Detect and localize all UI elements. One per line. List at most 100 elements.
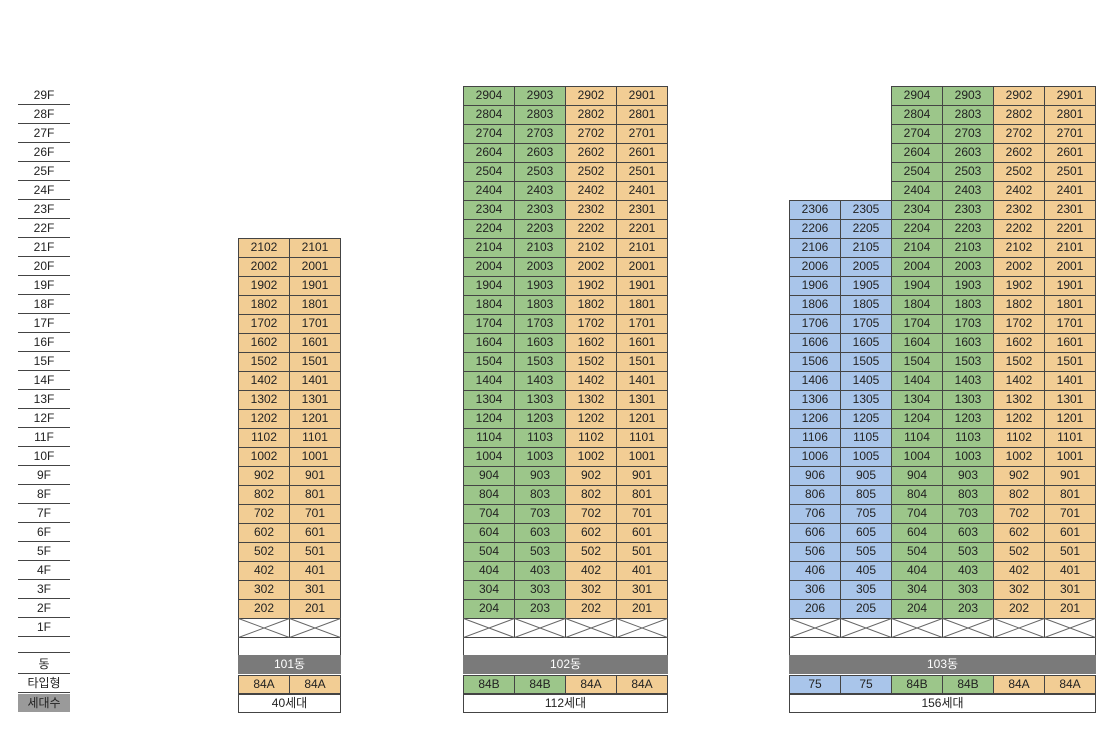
- unit-cell: 801: [289, 485, 341, 505]
- unit-cell: 2601: [616, 143, 668, 163]
- unit-cell: 2701: [1044, 124, 1096, 144]
- unit-cell: 1104: [463, 428, 515, 448]
- unit-cell: 2203: [514, 219, 566, 239]
- unit-cell: 2504: [891, 162, 943, 182]
- unit-cell: 1606: [789, 333, 841, 353]
- unit-cell: 806: [789, 485, 841, 505]
- unit-cell: 801: [1044, 485, 1096, 505]
- unit-cell: 404: [891, 561, 943, 581]
- unit-type-cell: 84B: [891, 675, 943, 694]
- unit-cell: 202: [238, 599, 290, 619]
- unit-cell: 2304: [891, 200, 943, 220]
- unit-type-cell: 75: [789, 675, 841, 694]
- unit-cell: 2103: [514, 238, 566, 258]
- pilotis-cross: [565, 618, 617, 638]
- floor-label: 13F: [18, 390, 70, 409]
- unit-cell: 502: [238, 542, 290, 562]
- unit-cell: 1803: [942, 295, 994, 315]
- unit-cell: 2704: [891, 124, 943, 144]
- unit-cell: 204: [463, 599, 515, 619]
- unit-cell: 1603: [514, 333, 566, 353]
- unit-cell: 1901: [616, 276, 668, 296]
- unit-cell: 702: [993, 504, 1045, 524]
- base-blank-row: [463, 638, 668, 656]
- unit-cell: 406: [789, 561, 841, 581]
- unit-cell: 2802: [565, 105, 617, 125]
- unit-cell: 1401: [289, 371, 341, 391]
- unit-cell: 2201: [1044, 219, 1096, 239]
- floor-label: 20F: [18, 257, 70, 276]
- unit-cell: 1004: [463, 447, 515, 467]
- unit-cell: 201: [616, 599, 668, 619]
- unit-cell: 1005: [840, 447, 892, 467]
- unit-cell: 1505: [840, 352, 892, 372]
- unit-cell: 604: [891, 523, 943, 543]
- floor-label: 6F: [18, 523, 70, 542]
- unit-cell: 2002: [993, 257, 1045, 277]
- unit-cell: 2001: [616, 257, 668, 277]
- pilotis-cross: [891, 618, 943, 638]
- unit-cell: 1706: [789, 314, 841, 334]
- unit-cell: 1604: [463, 333, 515, 353]
- unit-cell: 202: [993, 599, 1045, 619]
- unit-cell: 1106: [789, 428, 841, 448]
- unit-cell: 801: [616, 485, 668, 505]
- unit-cell: 602: [565, 523, 617, 543]
- unit-cell: 1702: [993, 314, 1045, 334]
- unit-cell: 1404: [891, 371, 943, 391]
- unit-cell: 1302: [993, 390, 1045, 410]
- unit-cell: 1405: [840, 371, 892, 391]
- unit-cell: 1305: [840, 390, 892, 410]
- floor-label: 28F: [18, 105, 70, 124]
- unit-cell: 2403: [942, 181, 994, 201]
- unit-cell: 1702: [238, 314, 290, 334]
- unit-cell: 2303: [514, 200, 566, 220]
- unit-cell: 2304: [463, 200, 515, 220]
- unit-type-cell: 84A: [238, 675, 290, 694]
- unit-cell: 901: [1044, 466, 1096, 486]
- unit-cell: 504: [463, 542, 515, 562]
- floor-label: 8F: [18, 485, 70, 504]
- unit-cell: 1203: [942, 409, 994, 429]
- unit-cell: 2404: [891, 181, 943, 201]
- unit-cell: 1002: [565, 447, 617, 467]
- pilotis-cross: [616, 618, 668, 638]
- unit-cell: 1201: [289, 409, 341, 429]
- pilotis-row: [463, 618, 668, 638]
- unit-cell: 203: [514, 599, 566, 619]
- unit-cell: 205: [840, 599, 892, 619]
- unit-cell: 1002: [238, 447, 290, 467]
- unit-cell: 2204: [463, 219, 515, 239]
- unit-cell: 1504: [891, 352, 943, 372]
- unit-cell: 301: [289, 580, 341, 600]
- unit-cell: 2803: [514, 105, 566, 125]
- unit-cell: 703: [942, 504, 994, 524]
- unit-cell: 2102: [565, 238, 617, 258]
- unit-cell: 502: [993, 542, 1045, 562]
- unit-cell: 1202: [993, 409, 1045, 429]
- unit-cell: 902: [238, 466, 290, 486]
- unit-cell: 605: [840, 523, 892, 543]
- unit-cell: 1102: [238, 428, 290, 448]
- unit-cell: 306: [789, 580, 841, 600]
- unit-cell: 2903: [514, 86, 566, 106]
- unit-cell: 1202: [238, 409, 290, 429]
- unit-cell: 1903: [942, 276, 994, 296]
- unit-cell: 2604: [463, 143, 515, 163]
- unit-cell: 1601: [616, 333, 668, 353]
- unit-cell: 2402: [993, 181, 1045, 201]
- unit-cell: 501: [289, 542, 341, 562]
- unit-cell: 803: [514, 485, 566, 505]
- base-blank-row: [238, 638, 341, 656]
- unit-cell: 401: [289, 561, 341, 581]
- unit-cell: 2403: [514, 181, 566, 201]
- unit-cell: 204: [891, 599, 943, 619]
- unit-type-cell: 84A: [616, 675, 668, 694]
- unit-cell: 1503: [942, 352, 994, 372]
- unit-cell: 2603: [942, 143, 994, 163]
- unit-cell: 1306: [789, 390, 841, 410]
- unit-cell: 1402: [993, 371, 1045, 391]
- unit-cell: 1501: [289, 352, 341, 372]
- unit-cell: 2102: [238, 238, 290, 258]
- unit-cell: 1206: [789, 409, 841, 429]
